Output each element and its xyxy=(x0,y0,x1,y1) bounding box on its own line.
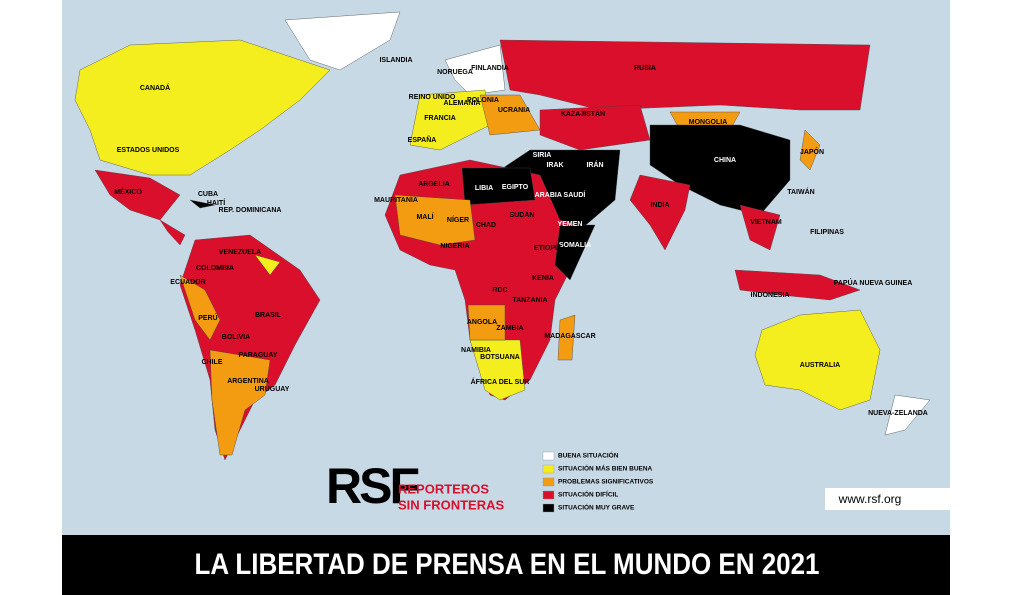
country-label: RDC xyxy=(492,287,507,294)
legend-label: BUENA SITUACIÓN xyxy=(558,451,619,460)
country-label: BRASIL xyxy=(255,312,282,319)
country-label: FILIPINAS xyxy=(810,229,844,236)
country-label: REP. DOMINICANA xyxy=(219,207,282,214)
logo-name: REPORTEROS xyxy=(398,481,489,496)
country-label: PERÚ xyxy=(198,313,217,322)
country-label: IRÁN xyxy=(586,160,603,169)
legend-label: PROBLEMAS SIGNIFICATIVOS xyxy=(558,479,654,486)
title: LA LIBERTAD DE PRENSA EN EL MUNDO EN 202… xyxy=(195,548,820,581)
country-label: LIBIA xyxy=(475,185,493,192)
country-label: TANZANIA xyxy=(512,297,547,304)
country-label: ECUADOR xyxy=(170,279,205,286)
country-label: VIETNAM xyxy=(750,219,782,226)
country-label: ARGENTINA xyxy=(227,378,269,385)
country-label: NÍGER xyxy=(447,215,469,224)
country-label: INDIA xyxy=(650,202,669,209)
country-label: SIRIA xyxy=(533,152,552,159)
legend-label: SITUACIÓN DIFÍCIL xyxy=(558,490,618,499)
logo-name: SIN FRONTERAS xyxy=(398,497,505,512)
country-label: INDONESIA xyxy=(751,292,790,299)
country-label: NAMIBIA xyxy=(461,347,491,354)
country-label: NIGERIA xyxy=(440,243,469,250)
country-label: HAITÍ xyxy=(207,198,226,207)
country-label: KAZAJISTÁN xyxy=(561,109,605,118)
title-band xyxy=(62,535,950,595)
country-label: CUBA xyxy=(198,191,218,198)
country-label: EGIPTO xyxy=(502,184,529,191)
country-label: IRAK xyxy=(546,162,563,169)
country-label: NORUEGA xyxy=(437,69,473,76)
legend: BUENA SITUACIÓN SITUACIÓN MÁS BIEN BUENA P… xyxy=(542,451,654,513)
country-label: CHILE xyxy=(202,359,223,366)
country-label: ARABIA SAUDÍ xyxy=(535,190,587,199)
country-label: CHAD xyxy=(476,222,496,229)
country-label: RUSIA xyxy=(634,65,656,72)
country-label: ESPAÑA xyxy=(408,135,437,144)
country-label: YEMEN xyxy=(558,221,583,228)
country-label: MONGOLIA xyxy=(689,119,728,126)
country-label: AUSTRALIA xyxy=(800,362,840,369)
country-label: TAIWÁN xyxy=(787,187,814,196)
country-label: ANGOLA xyxy=(467,319,497,326)
country-label: MÉXICO xyxy=(114,187,142,196)
country-label: BOTSUANA xyxy=(480,354,520,361)
country-label: PARAGUAY xyxy=(239,352,278,359)
country-label: VENEZUELA xyxy=(219,249,261,256)
country-label: FRANCIA xyxy=(424,115,456,122)
country-label: ETIOPÍA xyxy=(534,243,562,252)
country-label: ARGELIA xyxy=(418,181,450,188)
country-label: SUDÁN xyxy=(510,210,535,219)
country-label: URUGUAY xyxy=(255,386,290,393)
country-label: MAURITANIA xyxy=(374,197,418,204)
country-label: CANADÁ xyxy=(140,83,170,92)
country-label: CHINA xyxy=(714,157,736,164)
country-label: KENIA xyxy=(532,275,554,282)
country-label: COLOMBIA xyxy=(196,265,234,272)
logo-mark: RSF xyxy=(326,458,418,514)
country-label: ZAMBIA xyxy=(496,325,523,332)
country-label: UCRANIA xyxy=(498,107,530,114)
legend-label: SITUACIÓN MÁS BIEN BUENA xyxy=(558,464,653,473)
country-label: POLONIA xyxy=(467,97,499,104)
country-label: ALEMANIA xyxy=(444,100,481,107)
country-label: FINLANDIA xyxy=(471,65,509,72)
country-label: BOLIVIA xyxy=(222,334,250,341)
country-label: MADAGASCAR xyxy=(544,333,595,340)
country-label: SOMALIA xyxy=(559,242,591,249)
country-label: MALÍ xyxy=(416,212,434,221)
legend-swatch xyxy=(542,490,555,500)
country-label: ÁFRICA DEL SUR xyxy=(471,377,530,386)
country-label: NUEVA-ZELANDA xyxy=(868,410,928,417)
legend-swatch xyxy=(542,451,555,461)
country-label: PAPÚA NUEVA GUINEA xyxy=(834,278,913,287)
land xyxy=(74,11,931,461)
country-label: REINO UNIDO xyxy=(409,94,456,101)
website: www.rsf.org xyxy=(838,492,902,506)
legend-swatch xyxy=(542,477,555,487)
country-label: ISLANDIA xyxy=(379,57,412,64)
website-box xyxy=(825,488,950,510)
legend-label: SITUACIÓN MUY GRAVE xyxy=(558,503,635,512)
legend-swatch xyxy=(542,464,555,474)
country-label: ESTADOS UNIDOS xyxy=(117,147,180,154)
legend-swatch xyxy=(542,503,555,513)
country-labels: CANADÁ ESTADOS UNIDOS MÉXICO CUBAHAITÍREP. … xyxy=(114,57,928,417)
country-label: JAPÓN xyxy=(800,147,824,156)
